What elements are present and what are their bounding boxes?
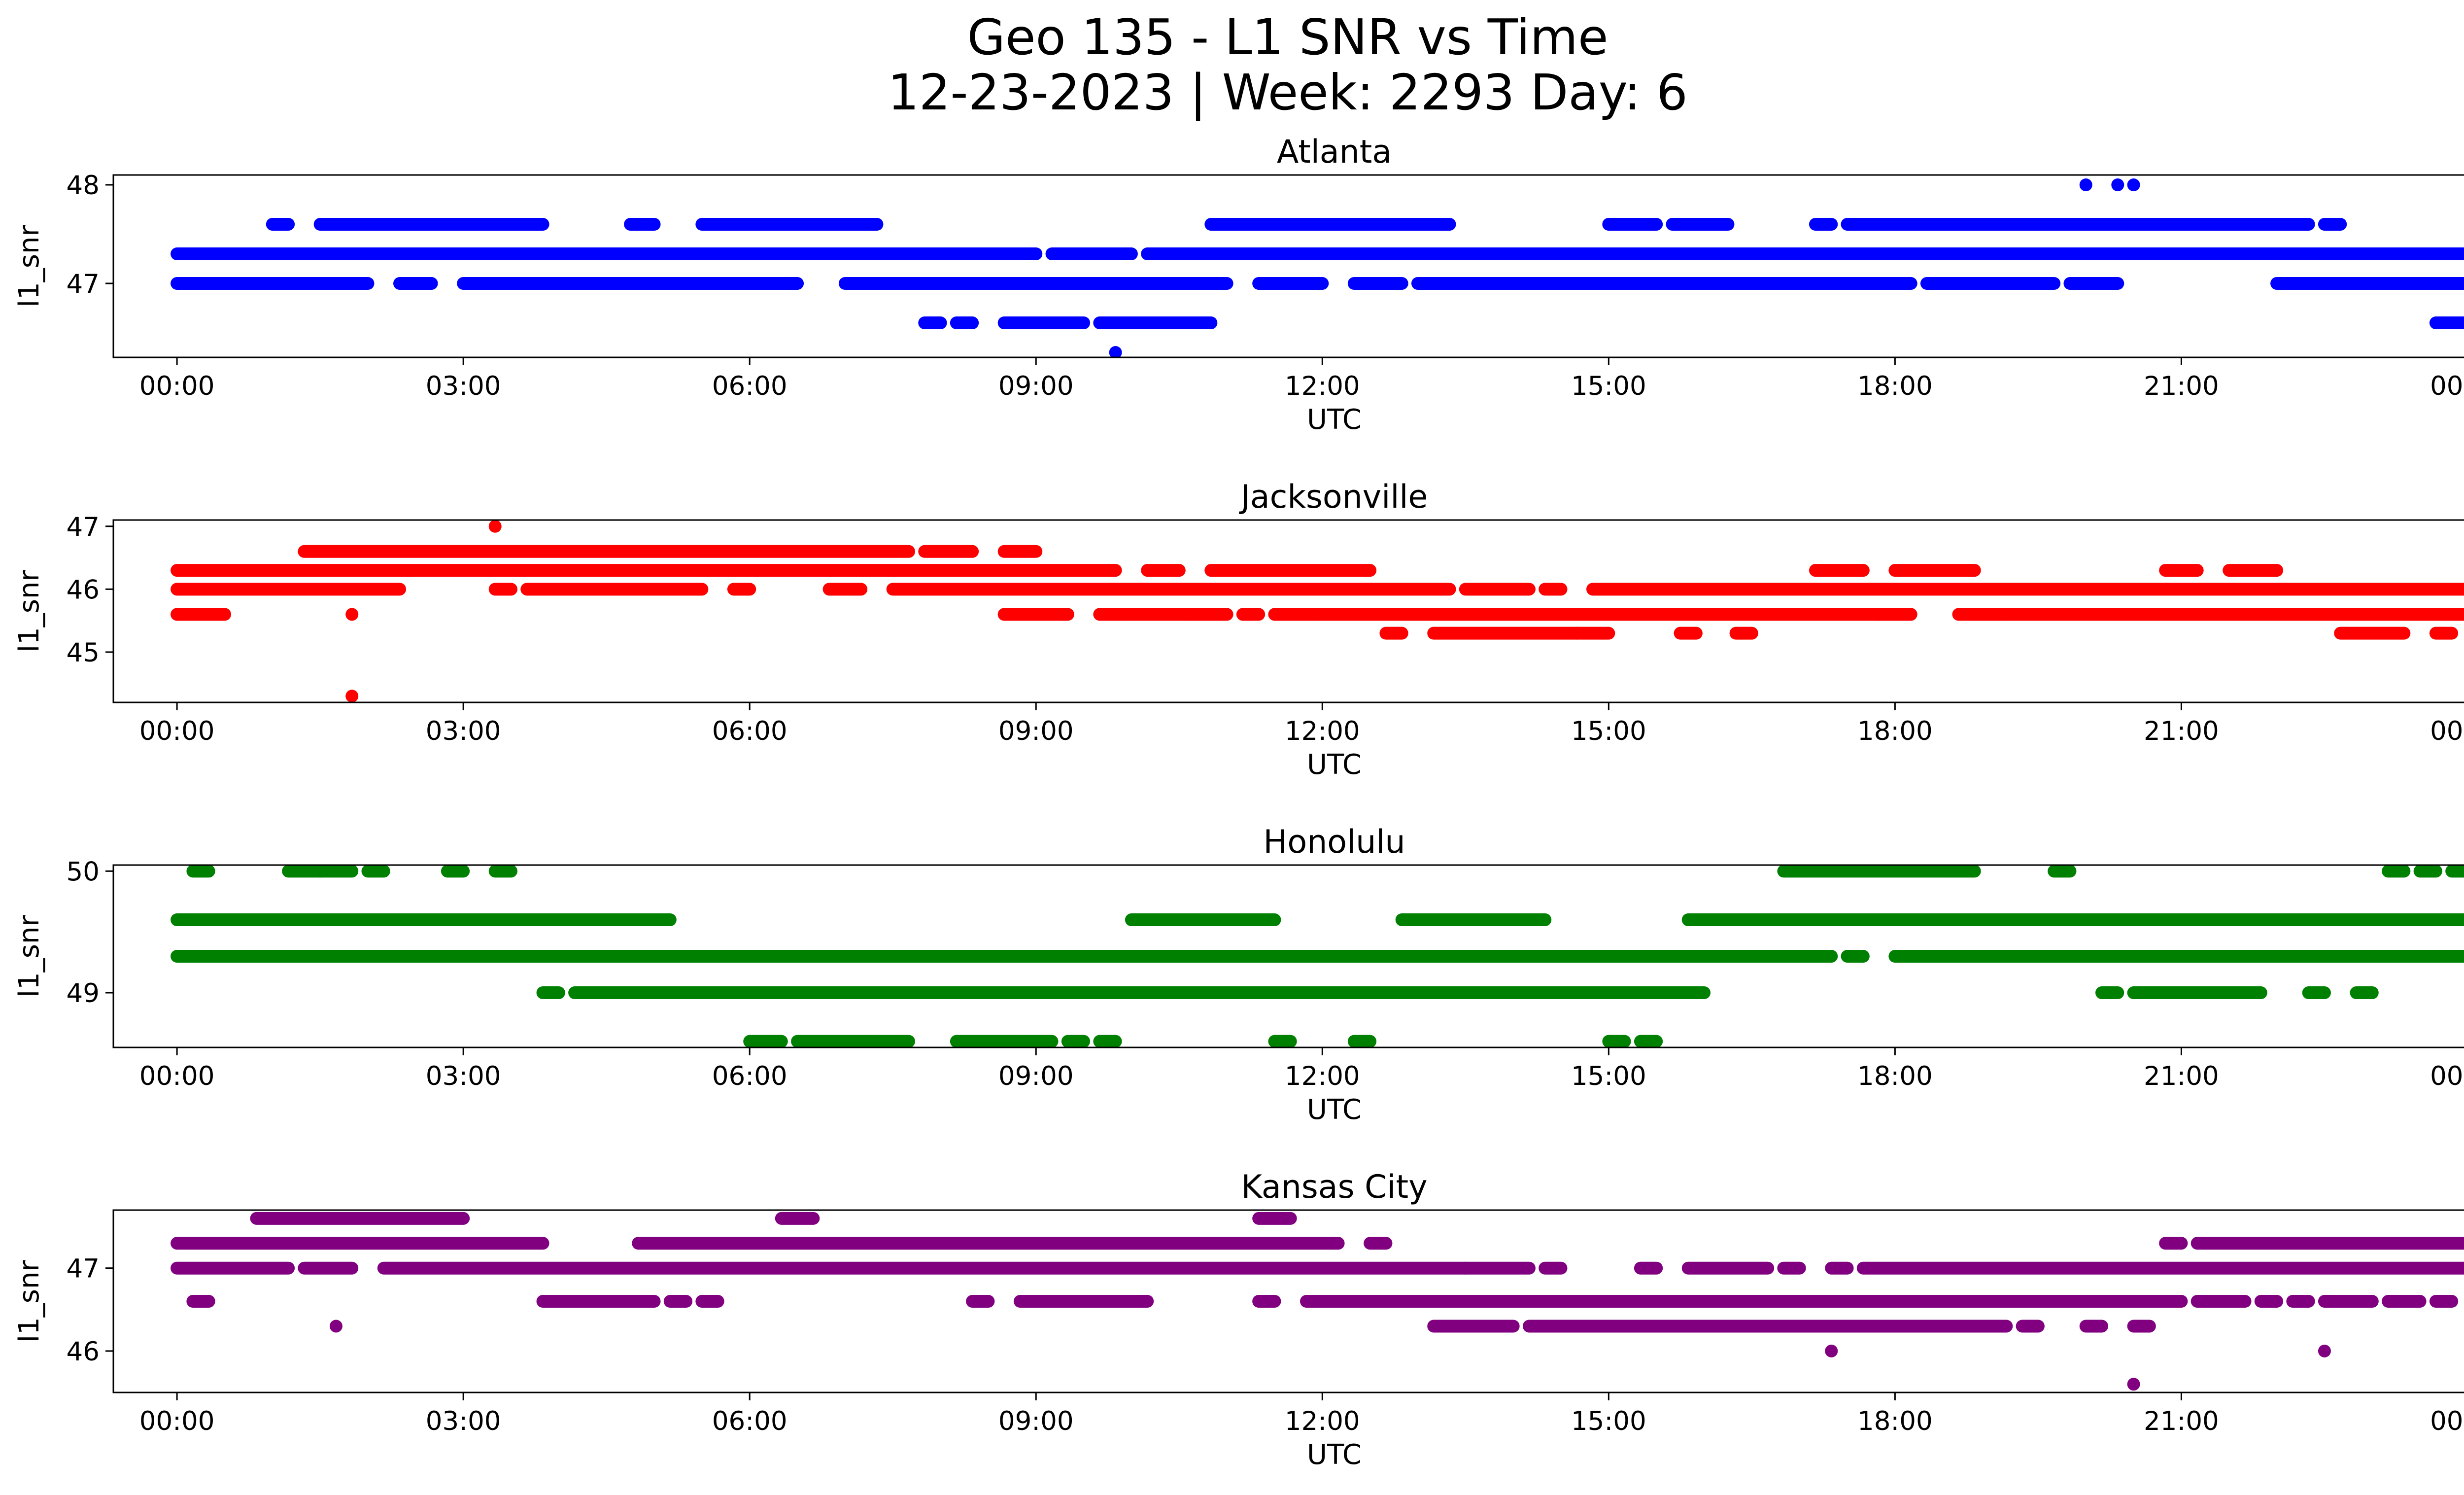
subplot-kansas-city: Kansas City 00:00 03:00 06:00 09:00 12:00 15:0…	[13, 1169, 2464, 1471]
y-tick-label: 50	[67, 857, 100, 887]
x-tick-label: 21:00	[2144, 1061, 2219, 1091]
y-tick-label: 47	[67, 512, 100, 542]
data-point	[1825, 1344, 1838, 1357]
data-point	[1109, 346, 1122, 357]
x-tick-label: 03:00	[426, 1406, 501, 1436]
y-tick-label: 47	[67, 269, 100, 299]
x-tick-label: 06:00	[712, 371, 787, 401]
y-tick-label: 46	[67, 575, 100, 605]
x-axis-label: UTC	[1307, 749, 1362, 781]
data-point	[488, 520, 502, 533]
data-points	[171, 865, 2464, 1047]
x-axis-label: UTC	[1307, 1094, 1362, 1126]
axes-frame	[112, 864, 2464, 1048]
x-tick-label: 00:00	[2430, 1406, 2464, 1436]
x-tick-label: 15:00	[1571, 1061, 1646, 1091]
data-point	[2111, 178, 2124, 191]
x-axis-label: UTC	[1307, 404, 1362, 436]
x-tick-label: 00:00	[139, 1061, 215, 1091]
y-tick-label: 48	[67, 171, 100, 201]
y-axis: 45 46 47 l1_snr	[13, 512, 113, 668]
axes-frame	[112, 174, 2464, 358]
data-point	[2127, 178, 2140, 191]
y-axis: 46 47 l1_snr	[13, 1254, 113, 1367]
x-tick-label: 21:00	[2144, 371, 2219, 401]
axes-frame	[112, 519, 2464, 703]
x-tick-label: 18:00	[1857, 1406, 1933, 1436]
data-points	[171, 1212, 2464, 1391]
data-point	[2127, 1378, 2140, 1391]
x-tick-label: 09:00	[998, 1061, 1074, 1091]
y-axis: 49 50 l1_snr	[13, 857, 113, 1008]
x-tick-label: 03:00	[426, 371, 501, 401]
x-tick-label: 00:00	[2430, 1061, 2464, 1091]
x-tick-label: 06:00	[712, 1406, 787, 1436]
figure-title-line-1: Geo 135 - L1 SNR vs Time	[967, 8, 1608, 66]
y-axis-label: l1_snr	[13, 915, 45, 998]
x-tick-label: 21:00	[2144, 1406, 2219, 1436]
figure-title-line-2: 12-23-2023 | Week: 2293 Day: 6	[888, 64, 1687, 121]
data-points	[171, 178, 2464, 357]
x-axis: 00:00 03:00 06:00 09:00 12:00 15:00 18:00 21:00…	[139, 357, 2464, 436]
subplot-title: Kansas City	[1241, 1169, 1427, 1206]
x-tick-label: 18:00	[1857, 371, 1933, 401]
x-tick-label: 09:00	[998, 371, 1074, 401]
y-axis-label: l1_snr	[13, 570, 45, 653]
data-point	[345, 608, 359, 621]
x-axis-label: UTC	[1307, 1439, 1362, 1471]
y-tick-label: 46	[67, 1337, 100, 1367]
x-tick-label: 12:00	[1285, 1061, 1360, 1091]
data-point	[345, 690, 359, 702]
x-tick-label: 09:00	[998, 716, 1074, 746]
x-tick-label: 00:00	[139, 371, 215, 401]
x-tick-label: 21:00	[2144, 716, 2219, 746]
data-point	[2079, 178, 2092, 191]
y-axis-label: l1_snr	[13, 225, 45, 308]
x-tick-label: 06:00	[712, 716, 787, 746]
x-tick-label: 18:00	[1857, 1061, 1933, 1091]
x-tick-label: 00:00	[2430, 371, 2464, 401]
data-points	[171, 520, 2464, 702]
x-axis: 00:00 03:00 06:00 09:00 12:00 15:00 18:00 21:00…	[139, 1047, 2464, 1126]
x-tick-label: 15:00	[1571, 716, 1646, 746]
x-tick-label: 00:00	[2430, 716, 2464, 746]
x-axis: 00:00 03:00 06:00 09:00 12:00 15:00 18:00 21:00…	[139, 1392, 2464, 1471]
x-tick-label: 00:00	[139, 716, 215, 746]
x-tick-label: 06:00	[712, 1061, 787, 1091]
x-tick-label: 18:00	[1857, 716, 1933, 746]
x-tick-label: 15:00	[1571, 1406, 1646, 1436]
x-tick-label: 00:00	[139, 1406, 215, 1436]
subplot-honolulu: Honolulu 00:00 03:00 06:00 09:00 12:00 15:00 18…	[13, 824, 2464, 1126]
x-axis: 00:00 03:00 06:00 09:00 12:00 15:00 18:00 21:00…	[139, 702, 2464, 781]
x-tick-label: 03:00	[426, 1061, 501, 1091]
y-axis-label: l1_snr	[13, 1260, 45, 1343]
y-tick-label: 47	[67, 1254, 100, 1284]
x-tick-label: 03:00	[426, 716, 501, 746]
x-tick-label: 12:00	[1285, 371, 1360, 401]
data-point	[329, 1320, 342, 1333]
subplot-atlanta: Atlanta 00:00 03:00 06:00 09:00 12:00 15:00 18:…	[13, 134, 2464, 436]
subplot-title: Honolulu	[1263, 824, 1405, 861]
subplots: Atlanta 00:00 03:00 06:00 09:00 12:00 15:00 18:…	[13, 134, 2464, 1471]
x-tick-label: 15:00	[1571, 371, 1646, 401]
subplot-title: Atlanta	[1277, 134, 1392, 171]
x-tick-label: 12:00	[1285, 1406, 1360, 1436]
y-axis: 47 48 l1_snr	[13, 171, 113, 307]
y-tick-label: 45	[67, 638, 100, 668]
axes-frame	[112, 1209, 2464, 1393]
data-point	[2318, 1344, 2331, 1357]
x-tick-label: 09:00	[998, 1406, 1074, 1436]
x-tick-label: 12:00	[1285, 716, 1360, 746]
y-tick-label: 49	[67, 978, 100, 1008]
subplot-jacksonville: Jacksonville 00:00 03:00 06:00 09:00 12:00 15:…	[13, 479, 2464, 781]
subplot-title: Jacksonville	[1239, 479, 1428, 516]
